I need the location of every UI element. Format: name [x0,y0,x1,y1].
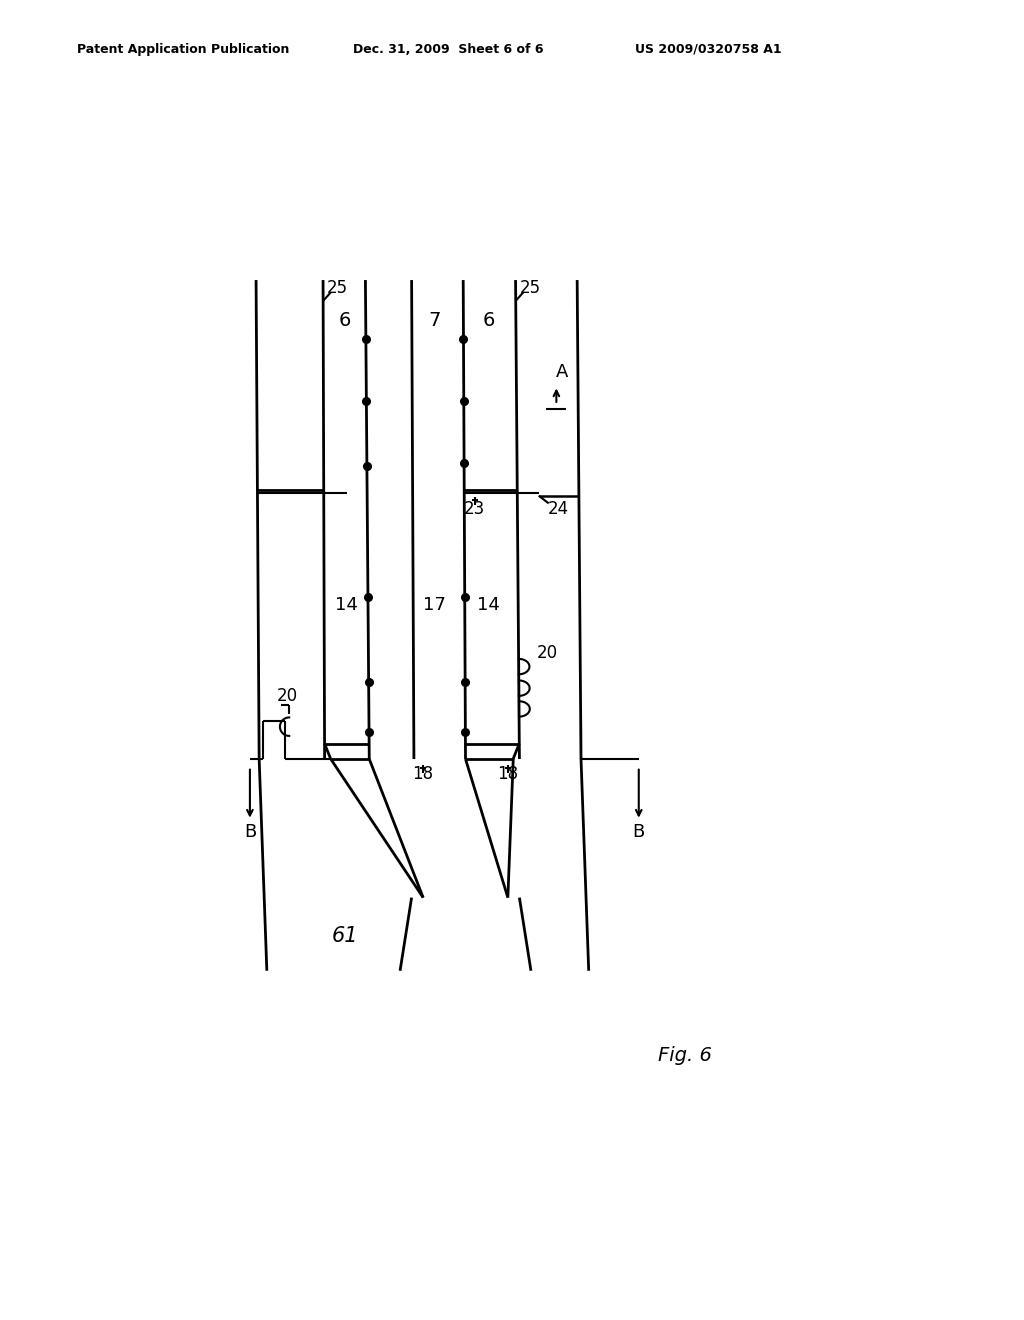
Text: 14: 14 [477,597,500,614]
Text: B: B [244,824,256,841]
Text: 6: 6 [339,310,351,330]
Text: 6: 6 [482,310,495,330]
Text: Dec. 31, 2009  Sheet 6 of 6: Dec. 31, 2009 Sheet 6 of 6 [353,42,544,55]
Text: 24: 24 [548,500,568,517]
Text: 61: 61 [332,927,357,946]
Text: 18: 18 [498,766,518,783]
Text: 20: 20 [538,644,558,661]
Text: Fig. 6: Fig. 6 [658,1045,712,1065]
Text: 14: 14 [335,597,357,614]
Text: 23: 23 [464,500,485,517]
Text: Patent Application Publication: Patent Application Publication [77,42,289,55]
Text: US 2009/0320758 A1: US 2009/0320758 A1 [635,42,781,55]
Text: 17: 17 [423,597,446,614]
Text: 18: 18 [413,766,434,783]
Text: 20: 20 [276,686,298,705]
Text: 25: 25 [519,279,541,297]
Text: 25: 25 [327,279,348,297]
Text: 7: 7 [428,310,441,330]
Text: B: B [633,824,645,841]
Text: A: A [556,363,568,381]
